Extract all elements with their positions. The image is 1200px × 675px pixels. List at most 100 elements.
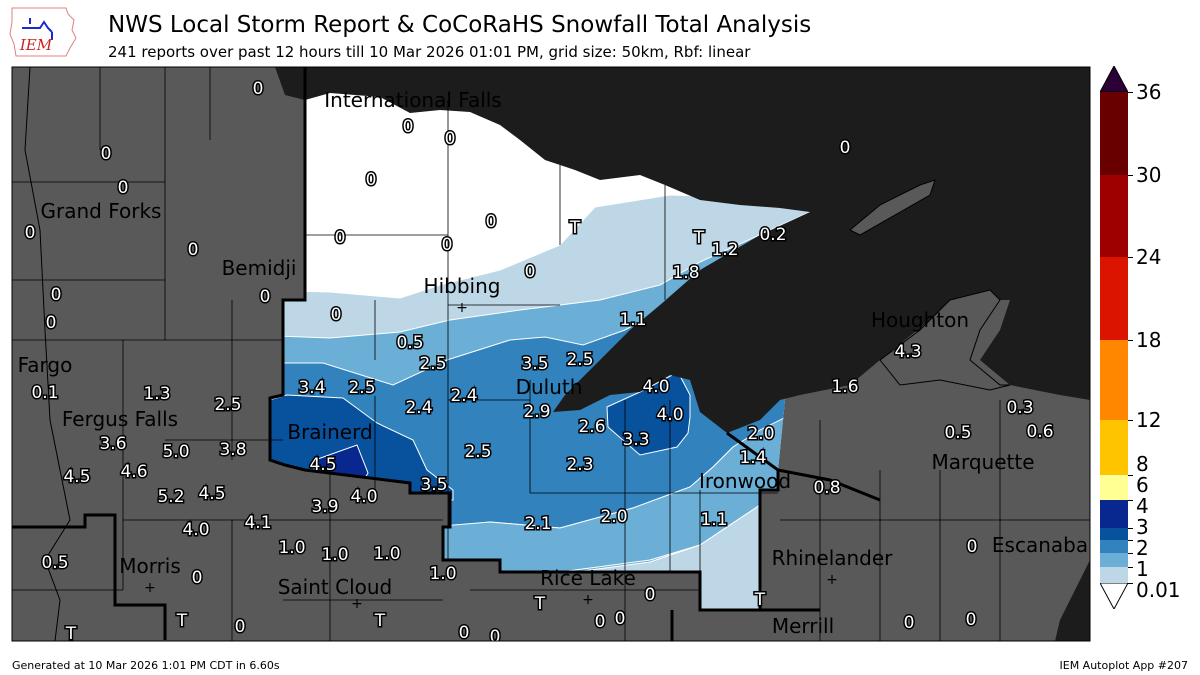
snowfall-report-value: 1.2 [711,240,738,260]
snowfall-report-value: 2.0 [747,424,774,444]
city-marker-icon: + [456,300,468,316]
city-marker-icon: + [582,592,594,608]
colorbar-tick [1128,475,1133,476]
snowfall-report-value: 0 [486,212,497,232]
snowfall-report-value: 3.5 [521,354,548,374]
snowfall-report-value: 0 [966,610,977,630]
snowfall-report-value: 0 [25,223,36,243]
snowfall-report-value: 0 [331,305,342,325]
snowfall-report-value: 2.5 [214,395,241,415]
map-frame [11,66,1091,642]
city-label: Houghton [871,308,969,332]
colorbar-tick [1128,92,1133,93]
snowfall-report-value: 4.5 [309,455,336,475]
colorbar-segment [1100,553,1128,567]
snowfall-report-value: T [754,590,766,610]
snowfall-report-value: 0 [840,138,851,158]
snowfall-report-value: 2.0 [600,507,627,527]
colorbar-tick-label: 2 [1136,536,1149,560]
colorbar-tick [1128,528,1133,529]
snowfall-report-value: 4.0 [350,487,377,507]
snowfall-report-value: 1.1 [619,310,646,330]
snowfall-report-value: 4.0 [642,377,669,397]
colorbar-tick [1128,420,1133,421]
city-label: Escanaba [992,533,1088,557]
snowfall-report-value: 0 [403,117,414,137]
snowfall-report-value: T [65,624,77,644]
snowfall-report-value: 0.1 [31,383,58,403]
colorbar-tick-label: 12 [1136,408,1162,432]
snowfall-report-value: 4.1 [244,513,271,533]
snowfall-report-value: 1.6 [831,377,858,397]
snowfall-report-value: 1.3 [143,384,170,404]
snowfall-report-value: 2.6 [578,417,605,437]
snowfall-report-value: 0.3 [1006,398,1033,418]
city-marker-icon: + [351,596,363,612]
colorbar-segment [1100,528,1128,540]
snowfall-report-value: 0.8 [813,478,840,498]
isle-royale [849,179,936,236]
city-label: Rhinelander [772,546,894,570]
snowfall-report-value: 0 [459,623,470,643]
snowfall-report-value: 2.5 [348,378,375,398]
snowfall-report-value: 0 [192,568,203,588]
colorbar-under-arrow-icon [1100,583,1128,609]
snowfall-report-value: 2.1 [524,514,551,534]
snowfall-report-value: 0.5 [396,333,423,353]
colorbar-segment [1100,340,1128,420]
snowfall-report-value: 0 [615,609,626,629]
city-label: Fergus Falls [62,407,178,431]
colorbar-tick-label: 24 [1136,245,1162,269]
city-marker-icon: + [144,580,156,596]
footer-app: IEM Autoplot App #207 [1059,659,1189,672]
snowfall-report-value: 0 [967,537,978,557]
colorbar-tick-label: 3 [1136,515,1149,539]
colorbar-tick-label: 4 [1136,494,1149,518]
snowfall-report-value: 0 [118,178,129,198]
colorbar-segment [1100,475,1128,500]
snowfall-report-value: 0 [445,129,456,149]
snowfall-report-value: 0 [595,612,606,632]
city-label: International Falls [324,88,501,112]
snowfall-report-value: 2.3 [566,455,593,475]
snowfall-report-value: 0 [366,170,377,190]
colorbar-tick [1128,567,1133,568]
snowfall-report-value: 1.0 [373,544,400,564]
snowfall-report-value: T [374,611,386,631]
snowfall-report-value: 3.5 [420,475,447,495]
snowfall-report-value: 0 [253,79,264,99]
colorbar [1100,66,1128,609]
colorbar-tick [1128,553,1133,554]
snowfall-report-value: 1.0 [429,564,456,584]
snowfall-report-value: 5.2 [157,487,184,507]
snowfall-report-value: 3.6 [99,434,126,454]
snowfall-report-value: 2.9 [523,402,550,422]
snowfall-report-value: 1.0 [278,538,305,558]
snowfall-report-value: 4.6 [120,462,147,482]
city-label: Brainerd [287,420,372,444]
city-marker-icon: + [797,638,809,654]
snowfall-report-value: 1.4 [739,448,766,468]
snowfall-report-value: 3.3 [622,430,649,450]
colorbar-segment [1100,92,1128,175]
city-label: Saint Cloud [278,575,393,599]
snowfall-report-value: 2.4 [405,398,432,418]
band-3-to-4-apostle [606,371,691,456]
city-label: Ironwood [699,469,791,493]
city-label: Grand Forks [41,199,162,223]
red-river [24,67,71,641]
snowfall-report-value: 0 [904,613,915,633]
snowfall-report-value: 2.5 [419,354,446,374]
snowfall-report-value: 2.5 [566,350,593,370]
city-label: Hibbing [424,274,501,298]
snowfall-report-value: 3.4 [298,378,325,398]
snowfall-report-value: 4.0 [656,405,683,425]
snowfall-report-value: 0 [335,228,346,248]
logo-text: IEM [19,36,53,54]
colorbar-tick-label: 18 [1136,328,1162,352]
lake-michigan [1055,560,1090,641]
colorbar-tick-label: 36 [1136,80,1162,104]
snowfall-report-value: 0 [490,627,501,647]
snowfall-report-value: 4.0 [182,520,209,540]
colorbar-tick [1128,175,1133,176]
